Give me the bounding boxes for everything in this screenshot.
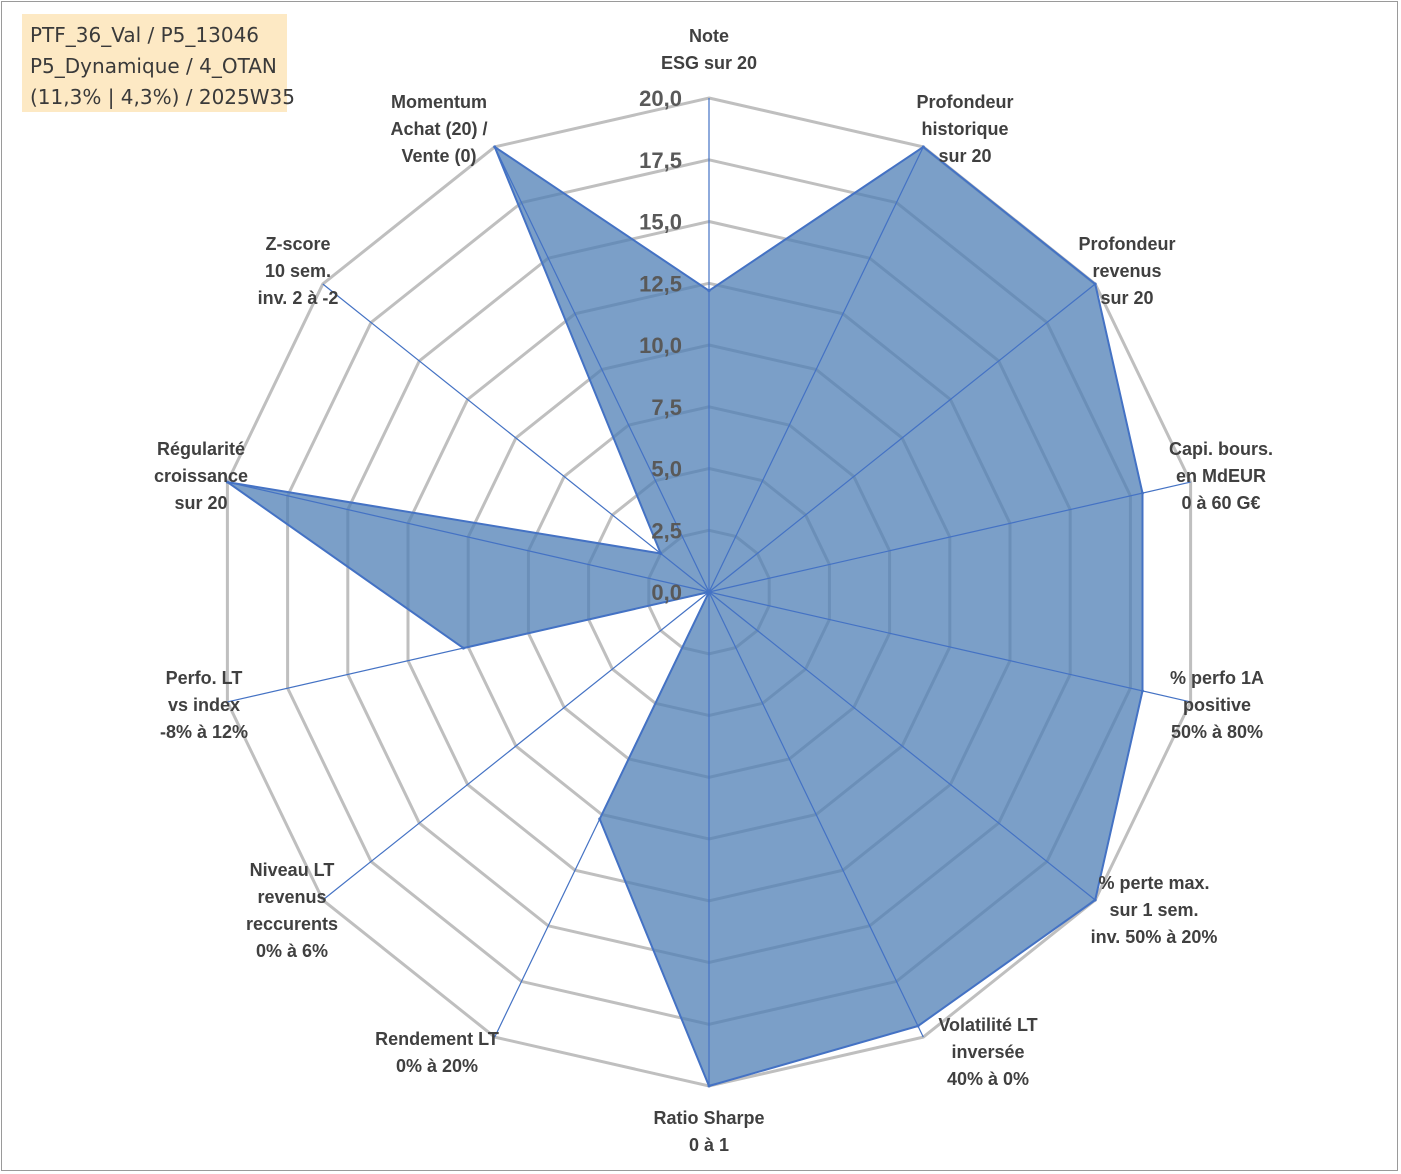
axis-label-11-line-1: croissance [154, 466, 248, 486]
axis-label-9-line-2: reccurents [246, 914, 338, 934]
spoke-10 [227, 591, 710, 703]
tick-label-4: 10,0 [639, 333, 682, 358]
axis-label-5: % perte max. sur 1 sem. inv. 50% à 20% [1091, 873, 1218, 947]
axis-label-13-line-1: Achat (20) / [390, 119, 487, 139]
spoke-2 [708, 283, 1096, 593]
axis-label-3-line-1: en MdEUR [1176, 466, 1266, 486]
axis-label-10-line-2: -8% à 12% [160, 722, 248, 742]
axis-label-8-line-1: 0% à 20% [396, 1056, 478, 1076]
tick-label-7: 17,5 [639, 148, 682, 173]
tick-label-3: 7,5 [651, 395, 682, 420]
tick-label-8: 20,0 [639, 86, 682, 111]
axis-label-2-line-1: revenus [1092, 261, 1161, 281]
axis-label-2-line-0: Profondeur [1079, 234, 1176, 254]
axis-label-7-line-1: 0 à 1 [689, 1135, 729, 1155]
axis-label-4-line-2: 50% à 80% [1171, 722, 1263, 742]
spoke-6 [708, 591, 924, 1038]
axis-label-1-line-0: Profondeur [917, 92, 1014, 112]
axis-label-5-line-1: sur 1 sem. [1109, 900, 1198, 920]
axis-label-11-line-0: Régularité [157, 439, 245, 459]
axis-label-7: Ratio Sharpe 0 à 1 [653, 1108, 764, 1155]
axis-label-8: Rendement LT 0% à 20% [375, 1029, 499, 1076]
info-line-1: PTF_36_Val / P5_13046 [30, 23, 260, 47]
radar-series [225, 145, 1144, 1088]
tick-label-5: 12,5 [639, 271, 682, 296]
radar-tick-labels: 0,0 2,5 5,0 7,5 10,0 12,5 15,0 17,5 20,0 [639, 86, 682, 605]
tick-label-1: 2,5 [651, 518, 682, 543]
axis-label-11: Régularité croissance sur 20 [154, 439, 248, 513]
spoke-11 [227, 481, 710, 593]
axis-label-1-line-1: historique [921, 119, 1008, 139]
spoke-5 [708, 591, 1096, 901]
axis-label-11-line-2: sur 20 [174, 493, 227, 513]
tick-label-2: 5,0 [651, 457, 682, 482]
spoke-4 [708, 591, 1191, 703]
radar-axis-labels: Note ESG sur 20 Profondeur historique sur 20… [154, 26, 1273, 1155]
axis-label-6-line-2: 40% à 0% [947, 1069, 1029, 1089]
tick-label-6: 15,0 [639, 210, 682, 235]
axis-label-9: Niveau LT revenus reccurents 0% à 6% [246, 860, 338, 961]
axis-label-4-line-0: % perfo 1A [1170, 668, 1264, 688]
info-line-3: (11,3% | 4,3%) / 2025W35 [30, 85, 295, 109]
axis-label-1-line-2: sur 20 [938, 146, 991, 166]
spoke-13 [494, 146, 710, 593]
axis-label-10: Perfo. LT vs index -8% à 12% [160, 668, 248, 742]
spoke-12 [322, 283, 710, 593]
series-area-0 [226, 145, 1144, 1087]
axis-label-13-line-2: Vente (0) [401, 146, 476, 166]
axis-label-13-line-0: Momentum [391, 92, 487, 112]
tick-label-0: 0,0 [651, 580, 682, 605]
axis-label-3-line-2: 0 à 60 G€ [1181, 493, 1260, 513]
axis-label-3-line-0: Capi. bours. [1169, 439, 1273, 459]
axis-label-12-line-0: Z-score [265, 234, 330, 254]
axis-label-4-line-1: positive [1183, 695, 1251, 715]
axis-label-12: Z-score 10 sem. inv. 2 à -2 [258, 234, 339, 308]
radar-spokes [227, 98, 1191, 1086]
axis-label-9-line-1: revenus [257, 887, 326, 907]
axis-label-6-line-1: inversée [951, 1042, 1024, 1062]
axis-label-10-line-0: Perfo. LT [166, 668, 243, 688]
axis-label-0-line-0: Note [689, 26, 729, 46]
axis-label-9-line-3: 0% à 6% [256, 941, 328, 961]
spoke-9 [322, 591, 710, 901]
axis-label-9-line-0: Niveau LT [250, 860, 335, 880]
axis-label-5-line-2: inv. 50% à 20% [1091, 927, 1218, 947]
spoke-1 [708, 146, 924, 593]
spoke-8 [494, 591, 710, 1038]
info-line-2: P5_Dynamique / 4_OTAN [30, 54, 277, 78]
axis-label-3: Capi. bours. en MdEUR 0 à 60 G€ [1169, 439, 1273, 513]
axis-label-6-line-0: Volatilité LT [938, 1015, 1037, 1035]
axis-label-2: Profondeur revenus sur 20 [1079, 234, 1176, 308]
axis-label-1: Profondeur historique sur 20 [917, 92, 1014, 166]
axis-label-6: Volatilité LT inversée 40% à 0% [938, 1015, 1037, 1089]
axis-label-12-line-1: 10 sem. [265, 261, 331, 281]
axis-label-7-line-0: Ratio Sharpe [653, 1108, 764, 1128]
axis-label-2-line-2: sur 20 [1100, 288, 1153, 308]
axis-label-10-line-1: vs index [168, 695, 240, 715]
spoke-3 [708, 481, 1191, 593]
axis-label-0: Note ESG sur 20 [661, 26, 757, 73]
axis-label-0-line-1: ESG sur 20 [661, 53, 757, 73]
axis-label-4: % perfo 1A positive 50% à 80% [1170, 668, 1264, 742]
axis-label-12-line-2: inv. 2 à -2 [258, 288, 339, 308]
axis-label-5-line-0: % perte max. [1098, 873, 1209, 893]
axis-label-8-line-0: Rendement LT [375, 1029, 499, 1049]
axis-label-13: Momentum Achat (20) / Vente (0) [390, 92, 487, 166]
portfolio-info-box: PTF_36_Val / P5_13046 P5_Dynamique / 4_O… [22, 14, 295, 112]
